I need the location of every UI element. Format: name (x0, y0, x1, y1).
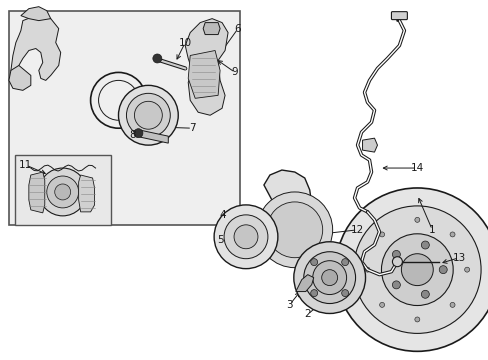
Polygon shape (29, 172, 45, 213)
Text: 10: 10 (178, 37, 191, 48)
Circle shape (153, 54, 162, 63)
Text: 5: 5 (216, 235, 223, 245)
Circle shape (126, 93, 170, 137)
Circle shape (303, 252, 355, 303)
Circle shape (321, 270, 337, 285)
Circle shape (234, 225, 258, 249)
Text: 6: 6 (234, 24, 241, 33)
Circle shape (449, 302, 454, 307)
Circle shape (47, 176, 79, 208)
Circle shape (214, 205, 277, 269)
Text: 9: 9 (231, 67, 238, 77)
Polygon shape (21, 7, 51, 21)
Text: 1: 1 (428, 225, 435, 235)
Circle shape (464, 267, 468, 272)
Circle shape (266, 202, 322, 258)
Text: 8: 8 (129, 130, 136, 140)
Circle shape (224, 215, 267, 259)
FancyBboxPatch shape (390, 12, 407, 20)
Polygon shape (188, 50, 220, 98)
Circle shape (449, 232, 454, 237)
Circle shape (392, 257, 402, 267)
Text: 4: 4 (219, 210, 226, 220)
Circle shape (414, 317, 419, 322)
Circle shape (39, 168, 86, 216)
Circle shape (391, 281, 400, 289)
Circle shape (335, 188, 488, 351)
Circle shape (341, 258, 348, 266)
Circle shape (401, 254, 432, 285)
Circle shape (55, 184, 71, 200)
Circle shape (310, 258, 317, 266)
Polygon shape (295, 275, 313, 292)
Circle shape (438, 266, 447, 274)
Polygon shape (11, 15, 61, 80)
Polygon shape (9, 66, 31, 90)
Polygon shape (140, 130, 168, 143)
Circle shape (379, 232, 384, 237)
Text: 14: 14 (410, 163, 423, 173)
Circle shape (310, 290, 317, 297)
Polygon shape (203, 23, 220, 35)
Circle shape (381, 234, 452, 306)
Circle shape (341, 290, 348, 297)
Circle shape (134, 129, 142, 138)
FancyBboxPatch shape (15, 155, 110, 225)
Circle shape (391, 251, 400, 258)
Circle shape (379, 302, 384, 307)
Circle shape (312, 261, 346, 294)
Text: 12: 12 (350, 225, 364, 235)
Circle shape (421, 241, 428, 249)
Text: 2: 2 (304, 310, 310, 319)
Text: 13: 13 (451, 253, 465, 263)
Circle shape (118, 85, 178, 145)
Circle shape (256, 192, 332, 268)
Polygon shape (185, 19, 227, 115)
Polygon shape (362, 138, 377, 152)
Circle shape (421, 290, 428, 298)
Text: 3: 3 (286, 300, 292, 310)
FancyBboxPatch shape (9, 11, 240, 225)
Circle shape (134, 101, 162, 129)
Circle shape (414, 217, 419, 222)
Text: 11: 11 (19, 160, 32, 170)
Circle shape (364, 267, 369, 272)
Text: 7: 7 (188, 123, 195, 133)
Circle shape (293, 242, 365, 314)
Polygon shape (79, 175, 94, 212)
Polygon shape (264, 170, 314, 268)
Circle shape (353, 206, 480, 333)
